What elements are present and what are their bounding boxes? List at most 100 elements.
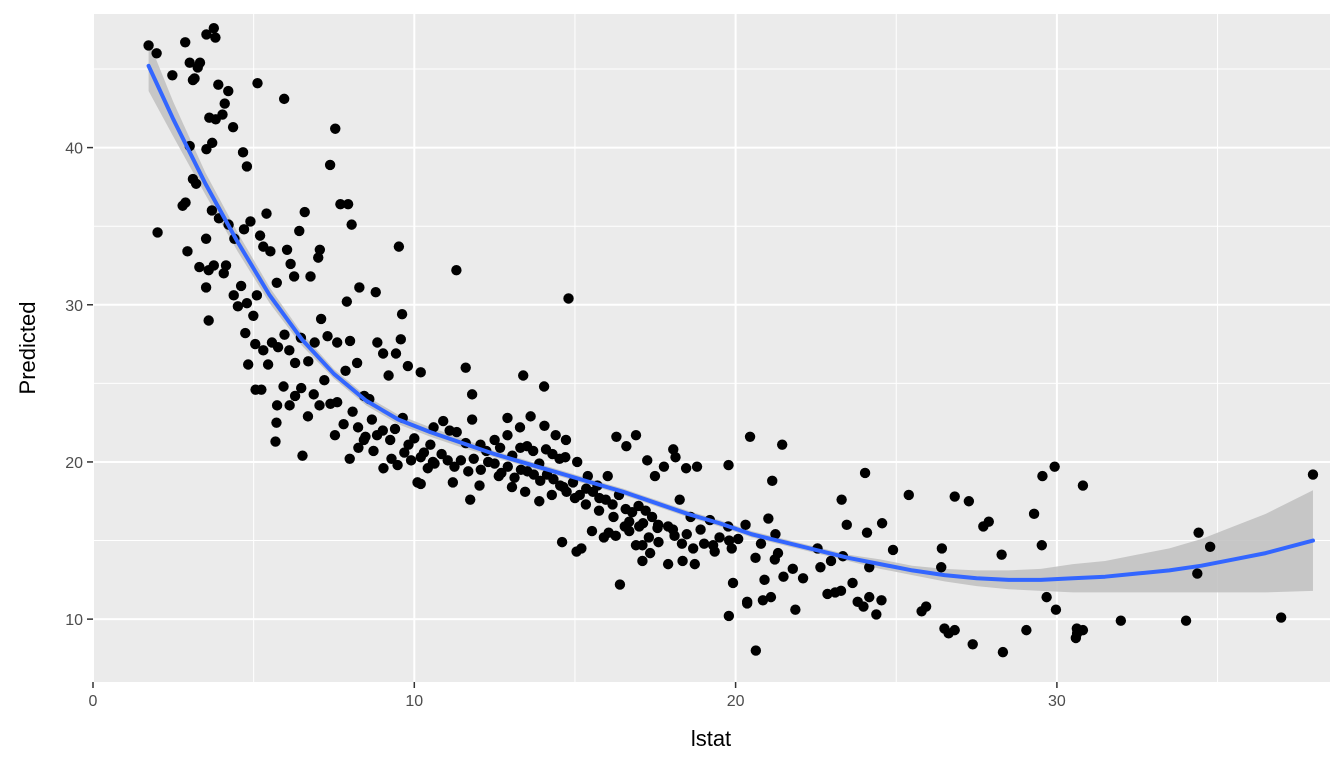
data-point — [206, 205, 218, 216]
data-point — [402, 360, 414, 372]
data-point — [346, 219, 357, 230]
data-point — [299, 206, 310, 218]
data-point — [1077, 624, 1089, 636]
data-point — [370, 287, 381, 298]
data-point — [750, 552, 761, 564]
data-point — [294, 225, 305, 237]
data-point — [213, 79, 224, 90]
smooth-line-layer — [146, 63, 1315, 582]
data-point — [676, 538, 688, 549]
data-point — [342, 198, 354, 210]
data-point — [395, 334, 407, 345]
data-point — [228, 290, 239, 301]
data-point — [680, 463, 692, 474]
data-point — [248, 310, 259, 321]
data-point — [219, 98, 230, 109]
data-point — [284, 400, 295, 411]
data-point — [765, 591, 777, 603]
data-point — [602, 470, 613, 482]
data-point — [324, 159, 336, 171]
data-point — [876, 518, 888, 529]
data-point — [558, 481, 569, 493]
data-point — [329, 430, 341, 441]
data-point — [876, 595, 887, 606]
data-point — [949, 491, 960, 502]
data-point — [698, 538, 710, 549]
data-point — [383, 370, 394, 381]
data-point — [390, 348, 402, 359]
data-point — [242, 359, 254, 370]
data-point — [652, 522, 663, 534]
minor-gridlines — [93, 14, 1330, 682]
data-point — [389, 423, 401, 435]
data-point — [238, 224, 250, 235]
x-tick-label: 30 — [1048, 693, 1066, 710]
data-point — [528, 469, 540, 480]
data-point — [455, 455, 467, 466]
data-point — [727, 577, 739, 589]
data-point — [770, 529, 781, 540]
data-point — [778, 571, 789, 582]
data-point — [670, 452, 681, 463]
data-point — [368, 445, 379, 457]
data-point — [569, 492, 581, 504]
data-point — [621, 441, 632, 452]
data-point — [997, 646, 1009, 658]
data-point — [691, 461, 703, 472]
data-point — [351, 357, 363, 369]
data-point — [308, 389, 319, 400]
data-point — [372, 337, 383, 348]
x-tick-label: 20 — [727, 693, 745, 710]
data-point — [967, 639, 978, 650]
data-point — [284, 345, 295, 356]
data-point — [861, 527, 873, 538]
data-point — [1204, 541, 1216, 553]
data-point — [519, 486, 531, 498]
data-point — [442, 455, 453, 466]
data-point — [637, 555, 648, 567]
x-tick-label: 0 — [89, 693, 98, 710]
data-point — [535, 475, 546, 487]
smooth-line — [146, 63, 1315, 582]
major-gridlines — [92, 14, 1330, 682]
data-point — [241, 298, 253, 309]
data-point — [1275, 612, 1287, 623]
data-point — [354, 282, 365, 293]
data-point — [936, 543, 948, 554]
data-point — [1077, 480, 1089, 491]
data-point — [314, 400, 325, 411]
data-point — [201, 143, 212, 155]
data-point — [262, 359, 274, 370]
data-point — [841, 519, 852, 531]
data-point — [493, 470, 505, 482]
data-point — [466, 414, 478, 425]
data-point — [835, 585, 847, 597]
data-point — [192, 62, 203, 73]
data-point — [963, 496, 975, 507]
data-point — [237, 147, 249, 158]
data-point — [303, 356, 314, 367]
data-point — [643, 532, 655, 543]
data-point — [203, 315, 214, 326]
data-point — [241, 161, 253, 172]
data-point — [825, 555, 837, 567]
data-point — [210, 32, 221, 43]
data-point — [393, 241, 405, 252]
data-point — [548, 474, 559, 485]
data-point — [920, 601, 932, 612]
data-point — [1050, 604, 1062, 615]
data-point — [563, 293, 574, 304]
data-point — [331, 397, 343, 408]
data-point — [331, 337, 343, 348]
data-point — [534, 496, 545, 507]
data-point — [378, 463, 389, 474]
data-point — [489, 458, 500, 469]
data-point — [624, 516, 635, 527]
data-point — [723, 459, 734, 471]
data-point — [859, 467, 871, 479]
y-tick-label: 40 — [65, 141, 83, 158]
data-point — [674, 494, 685, 505]
data-point — [560, 434, 572, 446]
data-point — [415, 478, 426, 490]
data-point — [556, 536, 568, 548]
